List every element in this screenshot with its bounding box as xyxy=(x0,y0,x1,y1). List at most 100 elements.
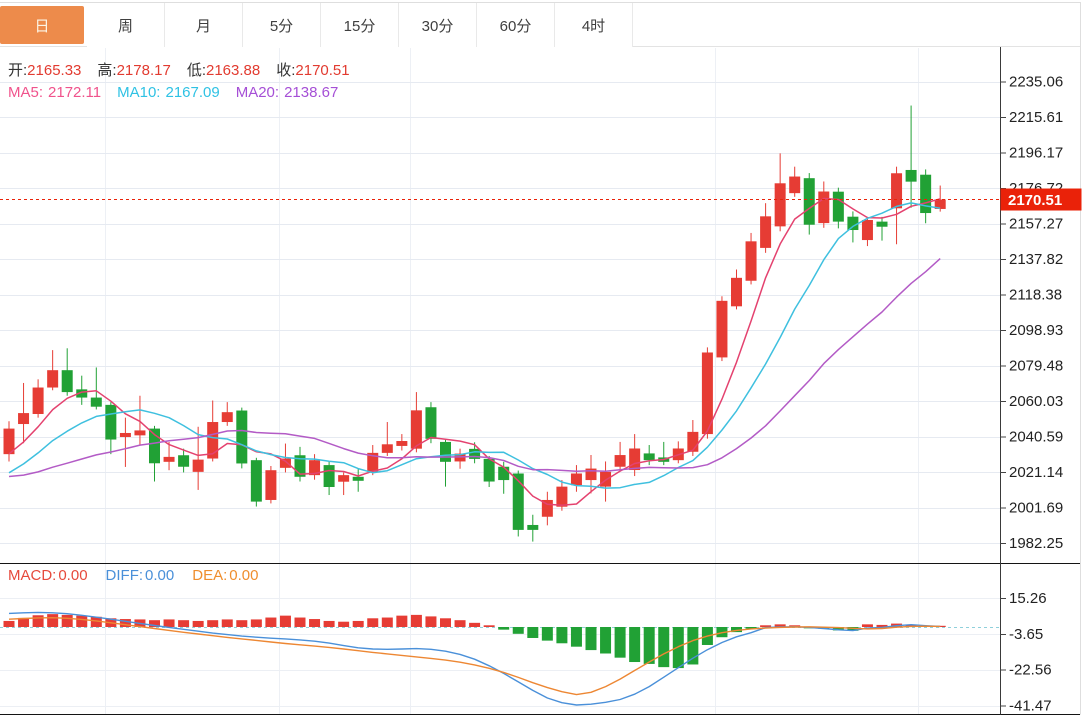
candle-body xyxy=(61,370,73,393)
candle-body xyxy=(396,441,408,446)
macd-bar xyxy=(556,627,568,644)
dea-label: DEA: xyxy=(192,567,228,584)
candle-body xyxy=(934,199,946,209)
macd-bar xyxy=(614,627,626,658)
candles xyxy=(3,105,946,542)
macd-bar xyxy=(149,620,160,627)
ma20-line xyxy=(8,258,941,478)
macd-bar xyxy=(498,627,510,630)
close-label: 收: xyxy=(276,62,296,79)
candle-body xyxy=(149,428,160,464)
macd-bar xyxy=(745,627,757,629)
candle-body xyxy=(178,455,190,467)
macd-bar xyxy=(512,627,524,634)
price-axis-label: 2215.61 xyxy=(1009,109,1063,126)
tab-15min[interactable]: 15分 xyxy=(321,3,399,47)
tab-label: 60分 xyxy=(499,17,532,35)
candle-body xyxy=(18,413,30,425)
candle-body xyxy=(221,412,233,423)
candle-body xyxy=(134,430,146,436)
candle-body xyxy=(265,470,277,500)
tab-5min[interactable]: 5分 xyxy=(243,3,321,47)
candle-body xyxy=(570,473,582,486)
macd-bar xyxy=(541,627,553,641)
candle-body xyxy=(556,486,568,507)
ma20-value: 2138.67 xyxy=(284,84,339,101)
ohlc-readout: 开:2165.33 高:2178.17 低:2163.88 收:2170.51 xyxy=(8,59,366,80)
candle-body xyxy=(338,475,350,482)
ma10-label: MA10: xyxy=(117,84,161,101)
macd-bar xyxy=(469,622,481,627)
price-axis-label: 2235.06 xyxy=(1009,74,1063,91)
macd-bar xyxy=(250,619,262,627)
candle-body xyxy=(425,407,437,439)
tab-day[interactable]: 日 xyxy=(0,6,84,44)
ma5-value: 2172.11 xyxy=(48,84,102,101)
candle-body xyxy=(3,428,15,455)
tab-label: 日 xyxy=(34,17,50,35)
tab-week[interactable]: 周 xyxy=(87,3,165,47)
tab-label: 15分 xyxy=(343,17,376,35)
candle-body xyxy=(279,458,291,468)
ma20-label: MA20: xyxy=(235,84,280,101)
candle-body xyxy=(498,466,510,481)
price-axis-label: 2001.69 xyxy=(1009,500,1063,517)
tab-label: 4时 xyxy=(581,17,606,35)
candle-body xyxy=(352,476,364,481)
macd-bar xyxy=(90,616,102,627)
high-label: 高: xyxy=(97,62,117,79)
macd-bar xyxy=(323,620,335,627)
candle-body xyxy=(512,473,524,530)
candle-body xyxy=(90,397,102,407)
ma10-line xyxy=(8,202,941,489)
ma-readout: MA5: 2172.11 MA10: 2167.09 MA20: 2138.67 xyxy=(8,84,354,101)
tab-month[interactable]: 月 xyxy=(165,3,243,47)
macd-bar xyxy=(221,619,233,627)
candle-body xyxy=(687,431,699,452)
tab-60min[interactable]: 60分 xyxy=(477,3,555,47)
candle-body xyxy=(541,499,553,517)
macd-bar xyxy=(527,627,539,638)
candle-body xyxy=(745,241,757,281)
tab-label: 30分 xyxy=(421,17,454,35)
macd-bar xyxy=(178,620,190,627)
price-axis-label: 2079.48 xyxy=(1009,358,1063,375)
price-axis-label: 2021.14 xyxy=(1009,464,1063,481)
candle-body xyxy=(236,410,248,464)
price-axis-label: 1982.25 xyxy=(1009,535,1063,552)
macd-bar xyxy=(585,627,597,651)
macd-bar xyxy=(381,617,393,627)
candle-body xyxy=(294,455,306,477)
price-axis-label: 2196.17 xyxy=(1009,145,1063,162)
tab-4hour[interactable]: 4时 xyxy=(555,3,633,47)
price-axis-label: 2137.82 xyxy=(1009,251,1063,268)
candle-body xyxy=(731,277,742,307)
price-axis-label: 2098.93 xyxy=(1009,322,1063,339)
macd-axis-label: -3.65 xyxy=(1009,626,1043,643)
dea-line xyxy=(8,617,941,696)
candle-body xyxy=(847,216,859,231)
macd-value: 0.00 xyxy=(58,567,88,584)
macd-bar xyxy=(367,618,379,627)
macd-axis-label: 15.26 xyxy=(1009,590,1047,607)
price-axis-label: 2157.27 xyxy=(1009,216,1063,233)
candle-body xyxy=(440,441,451,462)
macd-bar xyxy=(236,620,248,627)
candle-body xyxy=(207,422,219,459)
diff-value: 0.00 xyxy=(145,567,175,584)
gridlines xyxy=(0,48,1000,714)
price-axis-label: 2118.38 xyxy=(1009,287,1062,304)
macd-bar xyxy=(658,627,670,668)
macd-bar xyxy=(76,615,88,627)
macd-bar xyxy=(338,621,350,627)
candle-body xyxy=(250,460,262,502)
macd-bar xyxy=(163,619,175,627)
tab-30min[interactable]: 30分 xyxy=(399,3,477,47)
tab-label: 月 xyxy=(195,17,211,35)
close-value: 2170.51 xyxy=(295,62,350,79)
low-label: 低: xyxy=(186,62,206,79)
chart-plot-area[interactable] xyxy=(0,48,1000,714)
candle-body xyxy=(105,404,117,440)
candle-body xyxy=(469,448,481,459)
candle-body xyxy=(119,432,131,437)
